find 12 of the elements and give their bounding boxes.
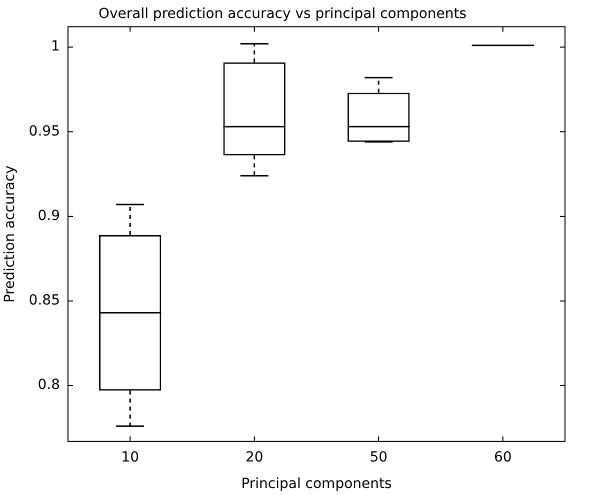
y-tick-label: 0.85	[28, 292, 60, 309]
x-tick-label: 20	[245, 449, 264, 466]
x-tick-label: 50	[370, 449, 388, 466]
y-axis-title: Prediction accuracy	[2, 166, 18, 303]
x-axis-title: Principal components	[241, 476, 392, 492]
y-tick-label: 0.8	[38, 377, 60, 394]
y-tick-label: 0.9	[38, 208, 60, 224]
y-tick-label: 1	[51, 38, 60, 55]
y-tick-label: 0.95	[28, 123, 60, 140]
x-tick-label: 10	[121, 449, 140, 466]
chart-title: Overall prediction accuracy vs principal components	[98, 6, 467, 22]
x-tick-label: 60	[494, 449, 512, 466]
